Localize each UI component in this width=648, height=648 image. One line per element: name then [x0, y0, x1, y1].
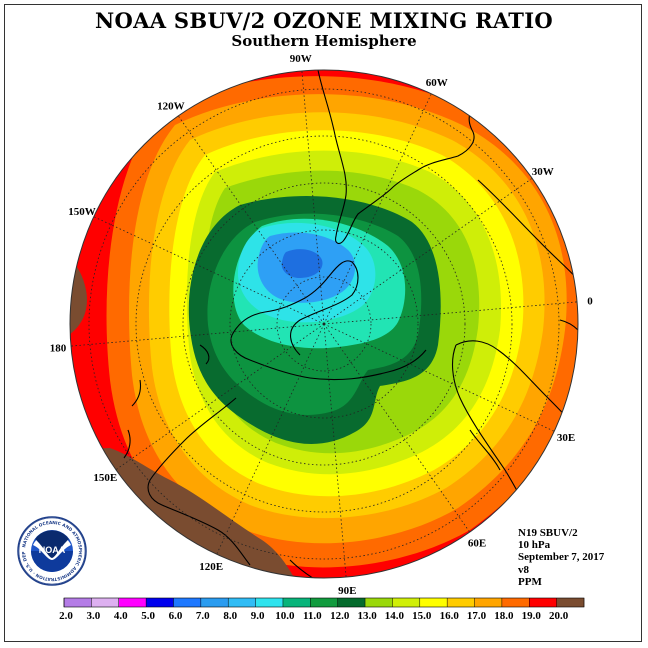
colorbar-label: 13.0 [357, 610, 377, 622]
colorbar-swatch [146, 598, 174, 607]
colorbar-swatch [365, 598, 393, 607]
latitude-circle [182, 182, 466, 466]
longitude-label: 60E [468, 538, 486, 550]
map-title: NOAA SBUV/2 OZONE MIXING RATIO [95, 8, 553, 33]
map-subtitle: Southern Hemisphere [231, 32, 417, 50]
latitude-circle [276, 276, 372, 372]
colorbar-label: 6.0 [169, 610, 183, 622]
colorbar-label: 19.0 [522, 610, 542, 622]
colorbar-swatch [419, 598, 448, 607]
colorbar-swatch [255, 598, 284, 607]
colorbar-label: 15.0 [412, 610, 432, 622]
colorbar-swatch [501, 598, 530, 607]
longitude-label: 150W [68, 206, 96, 218]
units-label: PPM [518, 575, 542, 588]
colorbar-swatch [64, 598, 92, 607]
colorbar-label: 4.0 [114, 610, 128, 622]
longitude-label: 120E [199, 561, 223, 573]
field-band-core [281, 249, 323, 278]
colorbar-swatch [173, 598, 202, 607]
longitude-label: 30W [532, 166, 554, 178]
longitude-label: 90W [290, 53, 312, 65]
colorbar-label: 7.0 [196, 610, 210, 622]
date-label: September 7, 2017 [518, 551, 605, 564]
ozone-field [70, 70, 578, 578]
latitude-circle [229, 229, 419, 419]
colorbar-label: 14.0 [385, 610, 405, 622]
longitude-label: 30E [557, 432, 575, 444]
colorbar-label: 16.0 [440, 610, 460, 622]
colorbar-label: 11.0 [303, 610, 322, 622]
colorbar-label: 5.0 [141, 610, 155, 622]
colorbar-label: 2.0 [59, 610, 73, 622]
colorbar-swatch [91, 598, 120, 607]
longitude-label: 180 [50, 342, 67, 354]
longitude-label: 0 [587, 296, 593, 308]
colorbar-label: 12.0 [330, 610, 350, 622]
colorbar-swatch [447, 598, 475, 607]
colorbar-swatch [228, 598, 256, 607]
longitude-labels: 90W 60W 30W 0 30E 60E 90E 120E 150E 180 150W 120W [50, 53, 594, 597]
map-boundary [69, 69, 579, 579]
latitude-circle [135, 135, 513, 513]
color-legend: 2.0 3.0 4.0 5.0 6.0 7.0 8.0 9.0 10.0 11.0 12.0 13.0… [59, 597, 585, 622]
longitude-label: 60W [426, 77, 448, 89]
colorbar-swatch [310, 598, 338, 607]
colorbar-label: 9.0 [251, 610, 265, 622]
satellite-label: N19 SBUV/2 [518, 527, 578, 539]
colorbar-swatch [118, 598, 147, 607]
longitude-label: 120W [157, 100, 185, 112]
colorbar-label: 3.0 [87, 610, 101, 622]
colorbar-label: 18.0 [494, 610, 514, 622]
colorbar-swatch [392, 598, 421, 607]
colorbar-swatch [474, 598, 503, 607]
colorbar-swatch [282, 598, 311, 607]
colorbar-label: 10.0 [275, 610, 295, 622]
version-label: v8 [518, 563, 529, 576]
colorbar-label: 20.0 [549, 610, 569, 622]
graticule [70, 70, 578, 578]
field-brown-west [70, 250, 87, 340]
logo-text: NOAA [39, 545, 66, 555]
latitude-circle [88, 88, 560, 560]
colorbar-swatch [200, 598, 229, 607]
colorbar-label: 8.0 [223, 610, 237, 622]
info-panel: N19 SBUV/2 10 hPa September 7, 2017 v8 P… [518, 527, 604, 588]
colorbar-swatch [337, 598, 366, 607]
colorbar-swatch [556, 598, 585, 607]
figure-frame [4, 4, 642, 642]
noaa-logo: NATIONAL OCEANIC AND ATMOSPHERIC ADMINIS… [17, 516, 87, 586]
colorbar-swatch [529, 598, 557, 607]
longitude-label: 90E [338, 585, 356, 597]
pressure-level-label: 10 hPa [518, 539, 551, 552]
colorbar-label: 17.0 [467, 610, 487, 622]
longitude-label: 150E [93, 472, 117, 484]
